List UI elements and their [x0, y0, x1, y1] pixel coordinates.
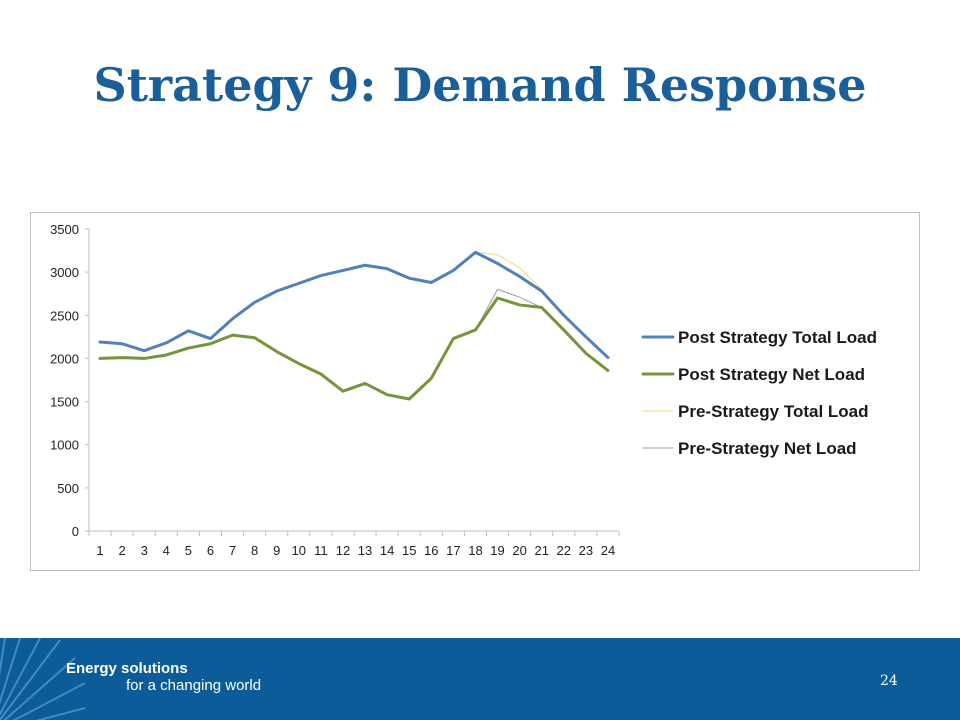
legend-label: Pre-Strategy Net Load	[678, 439, 857, 458]
y-tick-label: 1500	[50, 395, 79, 410]
x-tick-label: 18	[468, 543, 482, 558]
x-tick-label: 5	[185, 543, 192, 558]
series-post-strategy-net-load-line	[98, 296, 610, 401]
x-tick-label: 14	[380, 543, 394, 558]
x-tick-label: 4	[163, 543, 170, 558]
y-tick-label: 0	[72, 524, 79, 539]
legend-label: Post Strategy Total Load	[678, 328, 877, 347]
footer-bar: Energy solutions for a changing world 24	[0, 638, 960, 720]
y-tick-label: 2000	[50, 351, 79, 366]
legend-label: Post Strategy Net Load	[678, 365, 865, 384]
x-tick-label: 21	[534, 543, 548, 558]
series-post-strategy-total-load-line	[98, 250, 610, 360]
y-tick-label: 1000	[50, 438, 79, 453]
y-tick-label: 3500	[50, 222, 79, 237]
starburst-icon	[0, 638, 86, 720]
x-tick-label: 20	[512, 543, 526, 558]
x-tick-label: 3	[141, 543, 148, 558]
x-tick-label: 10	[292, 543, 306, 558]
legend-label: Pre-Strategy Total Load	[678, 402, 869, 421]
x-tick-label: 7	[229, 543, 236, 558]
x-tick-label: 22	[557, 543, 571, 558]
x-tick-label: 19	[490, 543, 504, 558]
brand-tagline-primary: Energy solutions	[66, 660, 188, 677]
x-tick-label: 1	[96, 543, 103, 558]
brand-tagline-secondary: for a changing world	[126, 677, 262, 694]
x-tick-label: 12	[336, 543, 350, 558]
x-tick-label: 8	[251, 543, 258, 558]
x-tick-label: 15	[402, 543, 416, 558]
x-tick-label: 23	[579, 543, 593, 558]
y-tick-label: 3000	[50, 265, 79, 280]
x-tick-label: 17	[446, 543, 460, 558]
line-chart: 0 500 1000 1500 2000 2500 3000 3500 1 2 3 4 5 6 7 8 9 10 1…	[30, 212, 920, 571]
slide-title: Strategy 9: Demand Response	[93, 58, 867, 112]
x-tick-label: 13	[358, 543, 372, 558]
x-tick-label: 24	[601, 543, 615, 558]
y-tick-label: 500	[57, 481, 79, 496]
x-tick-label: 11	[314, 543, 328, 558]
x-tick-label: 16	[424, 543, 438, 558]
x-tick-label: 6	[207, 543, 214, 558]
page-number: 24	[880, 673, 898, 689]
y-tick-label: 2500	[50, 308, 79, 323]
x-tick-label: 9	[273, 543, 280, 558]
x-tick-label: 2	[119, 543, 126, 558]
